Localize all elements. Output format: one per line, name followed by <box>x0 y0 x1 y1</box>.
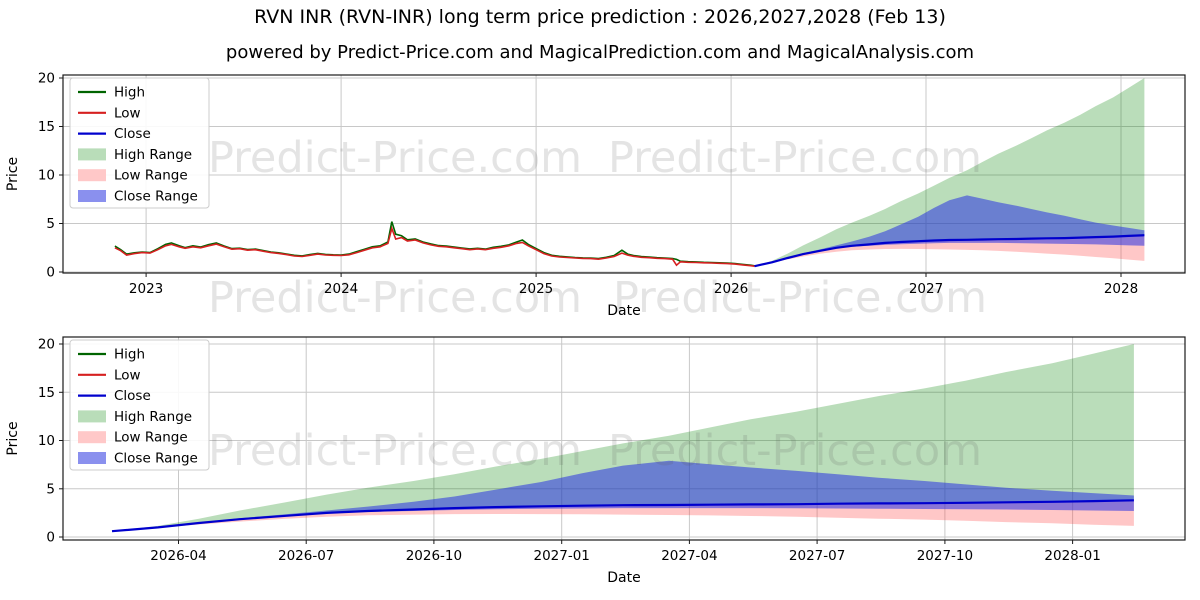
x-tick-label: 2028 <box>1104 281 1138 297</box>
x-axis-label: Date <box>607 303 640 319</box>
plot-border <box>62 74 1186 274</box>
legend-label: High <box>114 347 145 363</box>
x-tick-label: 2028-01 <box>1044 548 1100 564</box>
high-line <box>114 221 755 267</box>
watermark: Predict-Price.com <box>608 133 982 183</box>
low-line <box>114 225 755 267</box>
y-tick-label: 10 <box>38 433 55 449</box>
y-tick-label: 5 <box>46 481 55 497</box>
legend-label: Close Range <box>114 189 198 205</box>
x-tick-label: 2026-10 <box>406 548 462 564</box>
x-tick-label: 2027-07 <box>789 548 845 564</box>
legend-label: Close <box>114 126 151 142</box>
y-tick-label: 20 <box>38 337 55 353</box>
watermark: Predict-Price.com <box>608 426 982 476</box>
y-axis-label: Price <box>5 421 21 455</box>
watermark: Predict-Price.com <box>208 426 582 476</box>
y-axis-label: Price <box>5 157 21 191</box>
close-range-band <box>112 460 1134 532</box>
legend-label: Low Range <box>114 168 188 184</box>
legend-patch-swatch <box>78 190 106 202</box>
plot-border <box>62 336 1186 541</box>
watermark: Predict-Price.com <box>208 273 582 323</box>
y-tick-label: 0 <box>46 530 55 546</box>
legend-label: Low Range <box>114 430 188 446</box>
legend-patch-swatch <box>78 410 106 423</box>
y-tick-label: 5 <box>46 216 55 232</box>
legend-label: Low <box>114 105 141 121</box>
legend-patch-swatch <box>78 169 106 182</box>
legend-label: High <box>114 85 145 101</box>
y-tick-label: 15 <box>38 385 55 401</box>
close-line <box>111 499 1134 533</box>
x-tick-label: 2027 <box>909 281 943 297</box>
x-tick-label: 2027-10 <box>917 548 973 564</box>
x-tick-label: 2026-07 <box>278 548 334 564</box>
legend-label: Low <box>114 367 141 383</box>
y-tick-label: 20 <box>38 71 55 87</box>
x-tick-label: 2027-04 <box>661 548 717 564</box>
legend-label: Close Range <box>114 451 198 467</box>
x-tick-label: 2024 <box>324 281 358 297</box>
y-tick-label: 15 <box>38 119 55 135</box>
legend-label: Close <box>114 388 151 404</box>
close-range-band <box>754 195 1145 267</box>
legend-label: High Range <box>114 409 192 425</box>
watermark: Predict-Price.com <box>208 133 582 183</box>
y-tick-label: 0 <box>46 265 55 281</box>
legend-patch-swatch <box>78 452 106 464</box>
legend-patch-swatch <box>78 148 106 161</box>
legend-patch-swatch <box>78 431 106 444</box>
x-tick-label: 2025 <box>519 281 553 297</box>
watermark: Predict-Price.com <box>613 273 987 323</box>
x-axis-label: Date <box>607 570 640 586</box>
x-tick-label: 2027-01 <box>533 548 589 564</box>
x-tick-label: 2026-04 <box>150 548 206 564</box>
forecast-detail-chart: Predict-Price.com Predict-Price.com 2026-0… <box>5 336 1186 586</box>
y-tick-label: 10 <box>38 168 55 184</box>
x-tick-label: 2026 <box>714 281 748 297</box>
close-line <box>754 234 1145 268</box>
page-subtitle: powered by Predict-Price.com and Magical… <box>225 42 975 63</box>
overview-chart: Predict-Price.com Predict-Price.com Predic… <box>5 71 1186 323</box>
page-title: RVN INR (RVN-INR) long term price predic… <box>254 6 946 28</box>
x-tick-label: 2023 <box>129 281 163 297</box>
legend-label: High Range <box>114 147 192 163</box>
